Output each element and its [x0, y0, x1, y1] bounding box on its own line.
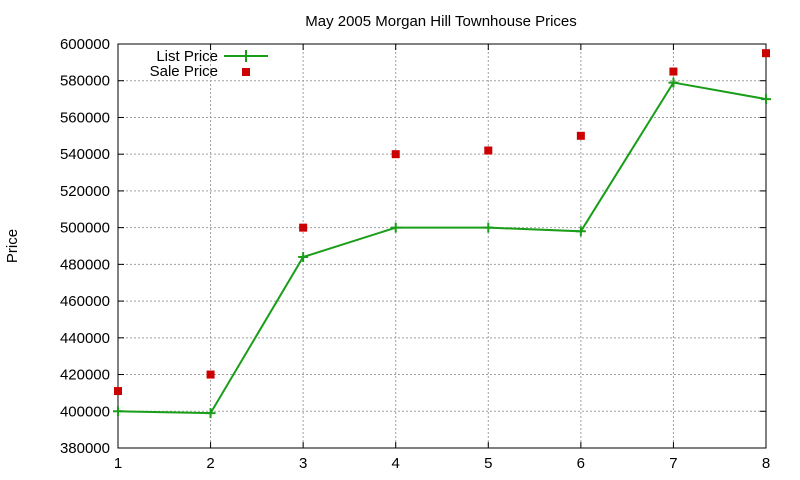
y-tick-label: 400000: [60, 403, 110, 420]
data-point: [113, 406, 123, 417]
data-point: [299, 223, 308, 232]
y-tick-label: 560000: [60, 109, 110, 126]
series-line: [117, 81, 767, 415]
legend: List Price Sale Price: [150, 48, 268, 80]
data-point: [575, 226, 586, 237]
y-tick-label: 460000: [60, 293, 110, 310]
legend-label-sale-price: Sale Price: [150, 63, 218, 80]
data-point: [390, 222, 401, 233]
data-point: [576, 131, 585, 140]
y-tick-label: 480000: [60, 256, 110, 273]
legend-label-list-price: List Price: [156, 48, 218, 65]
data-point: [298, 252, 309, 263]
data-point: [114, 387, 122, 396]
x-tick-label: 1: [114, 455, 122, 472]
legend-marker-list-price: [240, 50, 252, 62]
y-tick-label: 520000: [60, 183, 110, 200]
y-tick-label: 580000: [60, 73, 110, 90]
y-tick-label: 420000: [60, 367, 110, 384]
y-axis-label: Price: [4, 229, 21, 263]
legend-marker-sale-price: [242, 68, 250, 76]
data-point: [669, 67, 678, 76]
y-tick-label: 380000: [60, 440, 110, 457]
data-point: [762, 49, 770, 58]
x-tick-labels: 1 2 3 4 5 6 7 8: [114, 455, 770, 472]
series-0: [113, 77, 771, 419]
x-tick-label: 3: [299, 455, 307, 472]
x-tick-label: 5: [484, 455, 492, 472]
plot-frame: [117, 43, 767, 449]
x-tick-label: 7: [669, 455, 677, 472]
data-point: [391, 150, 400, 159]
y-tick-label: 540000: [60, 146, 110, 163]
y-tick-labels: 380000 400000 420000 440000 460000 480000 5000…: [60, 36, 110, 457]
data-point: [483, 222, 494, 233]
chart-title: May 2005 Morgan Hill Townhouse Prices: [305, 13, 577, 30]
y-tick-label: 600000: [60, 36, 110, 53]
x-tick-label: 4: [392, 455, 400, 472]
x-tick-label: 6: [577, 455, 585, 472]
series-1: [114, 49, 770, 396]
series-layer: [113, 49, 771, 419]
y-tick-label: 500000: [60, 220, 110, 237]
data-point: [484, 146, 493, 155]
x-tick-label: 8: [762, 455, 770, 472]
data-point: [206, 370, 215, 379]
plot-background: [118, 44, 766, 448]
y-tick-label: 440000: [60, 330, 110, 347]
plot-border: [117, 43, 767, 449]
data-point: [761, 94, 771, 105]
data-point: [668, 77, 679, 88]
x-tick-label: 2: [206, 455, 214, 472]
data-point: [205, 408, 216, 419]
